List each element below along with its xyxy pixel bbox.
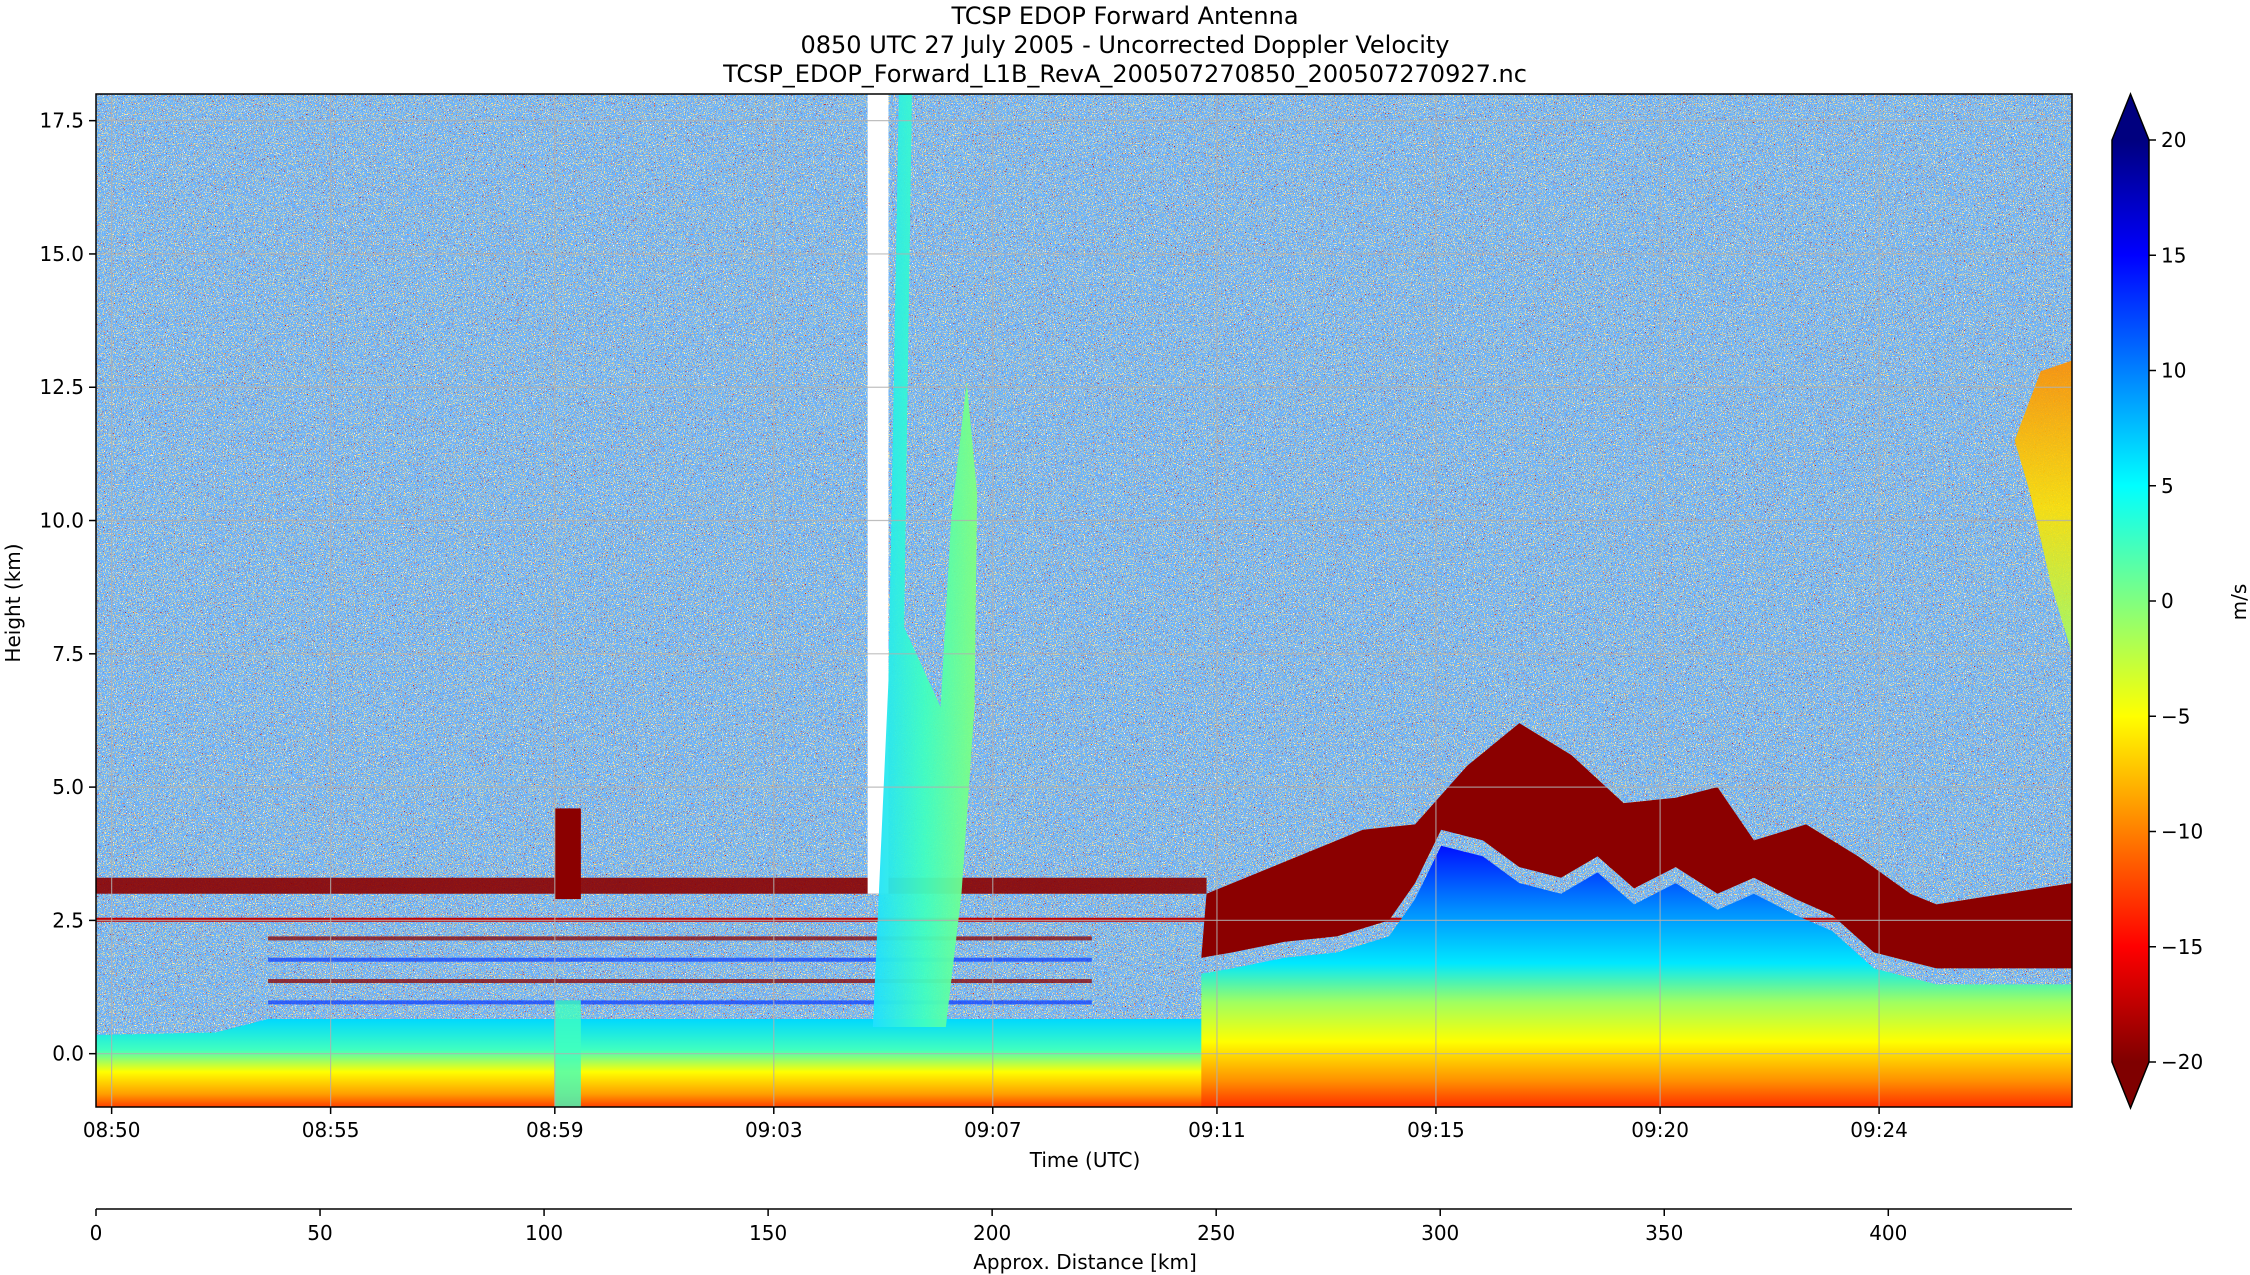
convective-cell	[872, 94, 978, 1028]
y-axis-label: Height (km)	[1, 543, 25, 662]
echo-column-0900	[554, 808, 581, 900]
distance-tick-label-1: 50	[307, 1221, 332, 1245]
grid-lines	[96, 94, 2072, 1107]
echo-streak-1	[268, 957, 1092, 962]
chart-title-line-2: 0850 UTC 27 July 2005 - Uncorrected Dopp…	[800, 31, 1450, 59]
distance-tick-label-4: 200	[973, 1221, 1011, 1245]
y-tick-label-1: 2.5	[52, 908, 84, 932]
colorbar-extend-min	[2112, 1062, 2149, 1108]
x-tick-label-4: 09:07	[964, 1118, 1022, 1142]
distance-tick-label-0: 0	[90, 1221, 103, 1245]
melting-layer	[96, 877, 1207, 894]
x-tick-label-1: 08:55	[302, 1118, 360, 1142]
colorbar-tick-label-1: 15	[2161, 243, 2186, 267]
x-tick-label-0: 08:50	[83, 1118, 141, 1142]
distance-tick-label-6: 300	[1421, 1221, 1459, 1245]
colorbar-extend-max	[2112, 94, 2149, 140]
x-tick-label-8: 09:24	[1850, 1118, 1908, 1142]
colorbar-body	[2112, 140, 2149, 1062]
distance-tick-label-8: 400	[1869, 1221, 1907, 1245]
upper-cloud-layer	[1201, 723, 2072, 969]
data-gap	[867, 94, 889, 894]
distance-tick-label-2: 100	[525, 1221, 563, 1245]
colorbar-tick-label-3: 5	[2161, 474, 2174, 498]
echo-streak-0	[268, 936, 1092, 941]
colorbar-tick-label-5: −5	[2161, 704, 2190, 728]
colorbar-tick-label-7: −15	[2161, 935, 2203, 959]
y-tick-label-5: 12.5	[39, 375, 84, 399]
x-tick-label-2: 08:59	[526, 1118, 584, 1142]
colorbar-tick-label-4: 0	[2161, 589, 2174, 613]
y-tick-label-7: 17.5	[39, 109, 84, 133]
colorbar-tick-label-8: −20	[2161, 1050, 2203, 1074]
colorbar: 20 15 10 5 0 −5 −10 −15 −20	[2111, 91, 2203, 1111]
x-tick-label-5: 09:11	[1188, 1118, 1246, 1142]
y-tick-label-6: 15.0	[39, 242, 84, 266]
colorbar-tick-label-6: −10	[2161, 820, 2203, 844]
y-tick-label-0: 0.0	[52, 1042, 84, 1066]
colorbar-tick-label-0: 20	[2161, 128, 2186, 152]
echo-streak-3	[268, 1000, 1092, 1005]
distance-axis: 0 50 100 150 200 250 300 350 400	[90, 1208, 2072, 1245]
y-tick-label-3: 7.5	[52, 642, 84, 666]
distance-axis-label: Approx. Distance [km]	[973, 1250, 1197, 1274]
y-axis: 0.0 2.5 5.0 7.5 10.0 12.5 15.0 17.5	[39, 109, 96, 1066]
anvil-cloud	[2014, 360, 2072, 654]
y-tick-label-2: 5.0	[52, 775, 84, 799]
x-axis: 08:50 08:55 08:59 09:03 09:07 09:11 09:15 09:20…	[83, 1107, 1908, 1142]
colorbar-tick-label-2: 10	[2161, 359, 2186, 383]
stratiform-rain	[1201, 845, 2072, 1107]
distance-tick-label-5: 250	[1197, 1221, 1235, 1245]
chart-title-line-3: TCSP_EDOP_Forward_L1B_RevA_200507270850_…	[723, 60, 1527, 88]
plot-frame	[95, 93, 2073, 1108]
distance-tick-label-7: 350	[1645, 1221, 1683, 1245]
x-tick-label-3: 09:03	[745, 1118, 803, 1142]
distance-tick-label-3: 150	[749, 1221, 787, 1245]
y-tick-label-4: 10.0	[39, 509, 84, 533]
x-tick-label-6: 09:15	[1407, 1118, 1465, 1142]
x-tick-label-7: 09:20	[1631, 1118, 1689, 1142]
bright-band-line	[96, 917, 2072, 922]
echo-streak-2	[268, 979, 1092, 984]
colorbar-label: m/s	[2227, 584, 2250, 621]
plot-area	[96, 94, 2072, 1107]
x-axis-label: Time (UTC)	[1029, 1148, 1141, 1172]
chart-title-line-1: TCSP EDOP Forward Antenna	[951, 2, 1299, 30]
